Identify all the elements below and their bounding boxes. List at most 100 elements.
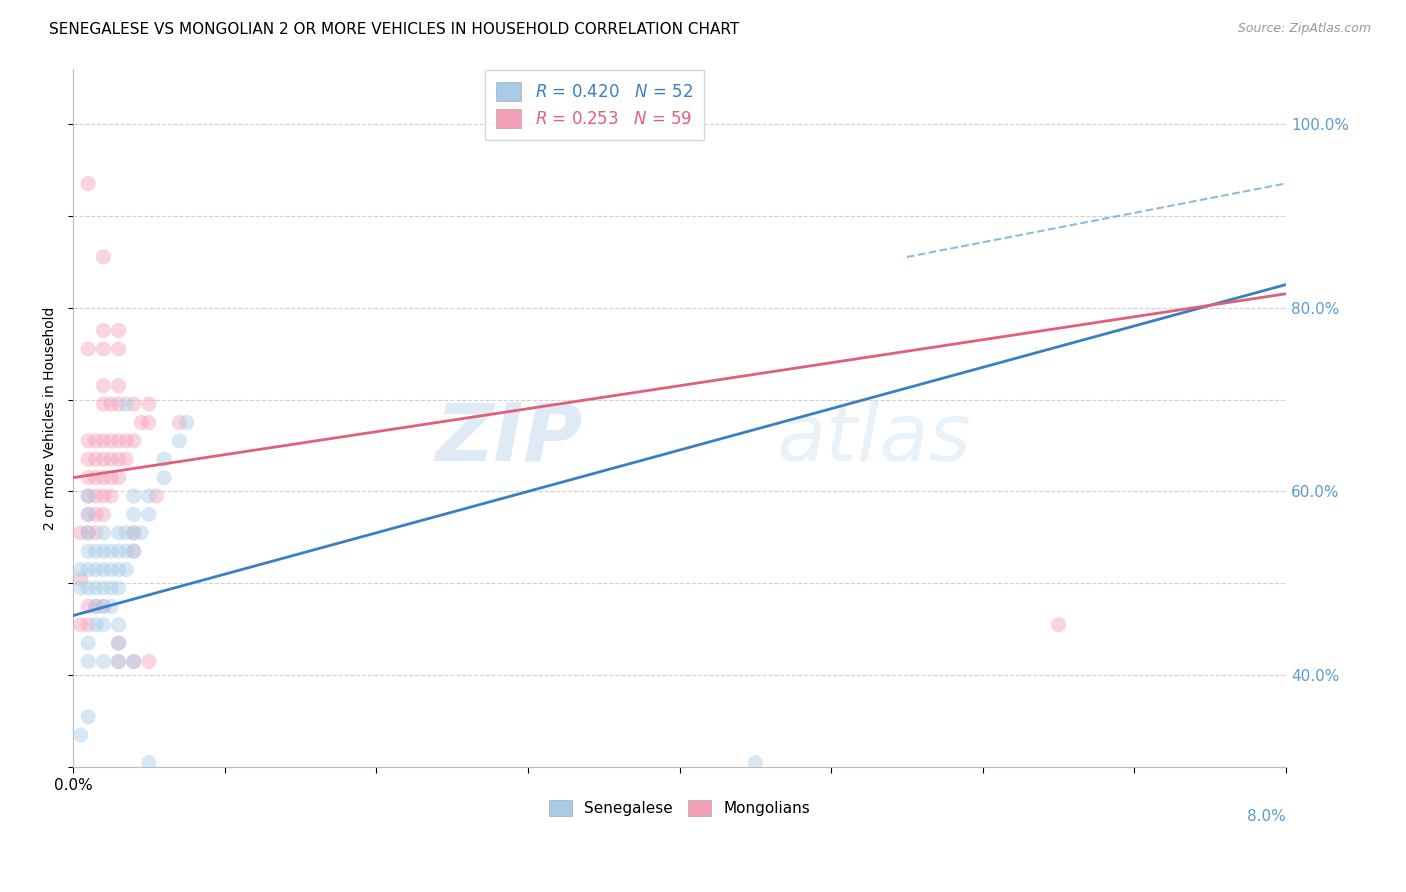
Point <box>84 489 107 503</box>
Point <box>93 563 115 577</box>
Point <box>100 599 122 614</box>
Point <box>107 617 129 632</box>
Point <box>84 563 107 577</box>
Point <box>77 489 100 503</box>
Point <box>93 342 115 356</box>
Point <box>115 525 138 540</box>
Point <box>122 655 145 669</box>
Point <box>107 525 129 540</box>
Point <box>100 489 122 503</box>
Point <box>131 525 153 540</box>
Point <box>115 434 138 448</box>
Legend: Senegalese, Mongolians: Senegalese, Mongolians <box>543 794 815 822</box>
Point <box>93 655 115 669</box>
Point <box>93 397 115 411</box>
Point <box>107 342 129 356</box>
Point <box>84 452 107 467</box>
Point <box>77 636 100 650</box>
Point <box>122 489 145 503</box>
Point <box>93 544 115 558</box>
Point <box>77 434 100 448</box>
Point <box>122 655 145 669</box>
Point <box>107 544 129 558</box>
Point <box>77 525 100 540</box>
Point <box>122 544 145 558</box>
Point <box>93 489 115 503</box>
Text: atlas: atlas <box>776 400 972 478</box>
Point <box>77 563 100 577</box>
Point <box>93 599 115 614</box>
Point <box>84 544 107 558</box>
Point <box>93 525 115 540</box>
Point <box>69 563 91 577</box>
Point <box>93 617 115 632</box>
Point <box>107 470 129 484</box>
Point <box>100 470 122 484</box>
Point <box>122 508 145 522</box>
Point <box>77 617 100 632</box>
Point <box>84 470 107 484</box>
Point <box>100 581 122 595</box>
Y-axis label: 2 or more Vehicles in Household: 2 or more Vehicles in Household <box>44 306 58 530</box>
Point <box>77 508 100 522</box>
Point <box>84 508 107 522</box>
Point <box>77 599 100 614</box>
Point <box>153 470 176 484</box>
Point <box>107 655 129 669</box>
Point <box>84 434 107 448</box>
Point <box>1047 617 1070 632</box>
Point <box>93 581 115 595</box>
Point <box>115 563 138 577</box>
Point <box>167 416 190 430</box>
Point <box>100 434 122 448</box>
Point <box>100 563 122 577</box>
Point <box>122 434 145 448</box>
Point <box>167 434 190 448</box>
Point <box>77 655 100 669</box>
Point <box>84 617 107 632</box>
Point <box>84 599 107 614</box>
Point <box>744 756 766 770</box>
Point <box>107 636 129 650</box>
Point <box>69 617 91 632</box>
Point <box>138 416 160 430</box>
Text: ZIP: ZIP <box>434 400 582 478</box>
Point <box>77 581 100 595</box>
Point <box>77 508 100 522</box>
Point <box>77 177 100 191</box>
Point <box>100 397 122 411</box>
Point <box>77 489 100 503</box>
Point <box>107 397 129 411</box>
Point <box>77 342 100 356</box>
Point <box>107 324 129 338</box>
Text: Source: ZipAtlas.com: Source: ZipAtlas.com <box>1237 22 1371 36</box>
Point <box>131 416 153 430</box>
Point <box>77 452 100 467</box>
Point <box>122 544 145 558</box>
Point <box>77 544 100 558</box>
Point <box>138 756 160 770</box>
Point <box>69 525 91 540</box>
Point <box>93 324 115 338</box>
Point <box>138 489 160 503</box>
Point <box>107 655 129 669</box>
Point <box>93 470 115 484</box>
Point <box>84 525 107 540</box>
Point <box>115 544 138 558</box>
Point <box>107 378 129 392</box>
Point <box>138 655 160 669</box>
Point <box>69 572 91 586</box>
Point <box>93 250 115 264</box>
Point <box>93 434 115 448</box>
Text: SENEGALESE VS MONGOLIAN 2 OR MORE VEHICLES IN HOUSEHOLD CORRELATION CHART: SENEGALESE VS MONGOLIAN 2 OR MORE VEHICL… <box>49 22 740 37</box>
Point <box>138 397 160 411</box>
Point <box>176 416 198 430</box>
Point <box>77 525 100 540</box>
Point <box>93 508 115 522</box>
Point <box>122 525 145 540</box>
Point <box>93 452 115 467</box>
Point <box>107 581 129 595</box>
Point <box>107 636 129 650</box>
Point <box>100 452 122 467</box>
Point <box>107 452 129 467</box>
